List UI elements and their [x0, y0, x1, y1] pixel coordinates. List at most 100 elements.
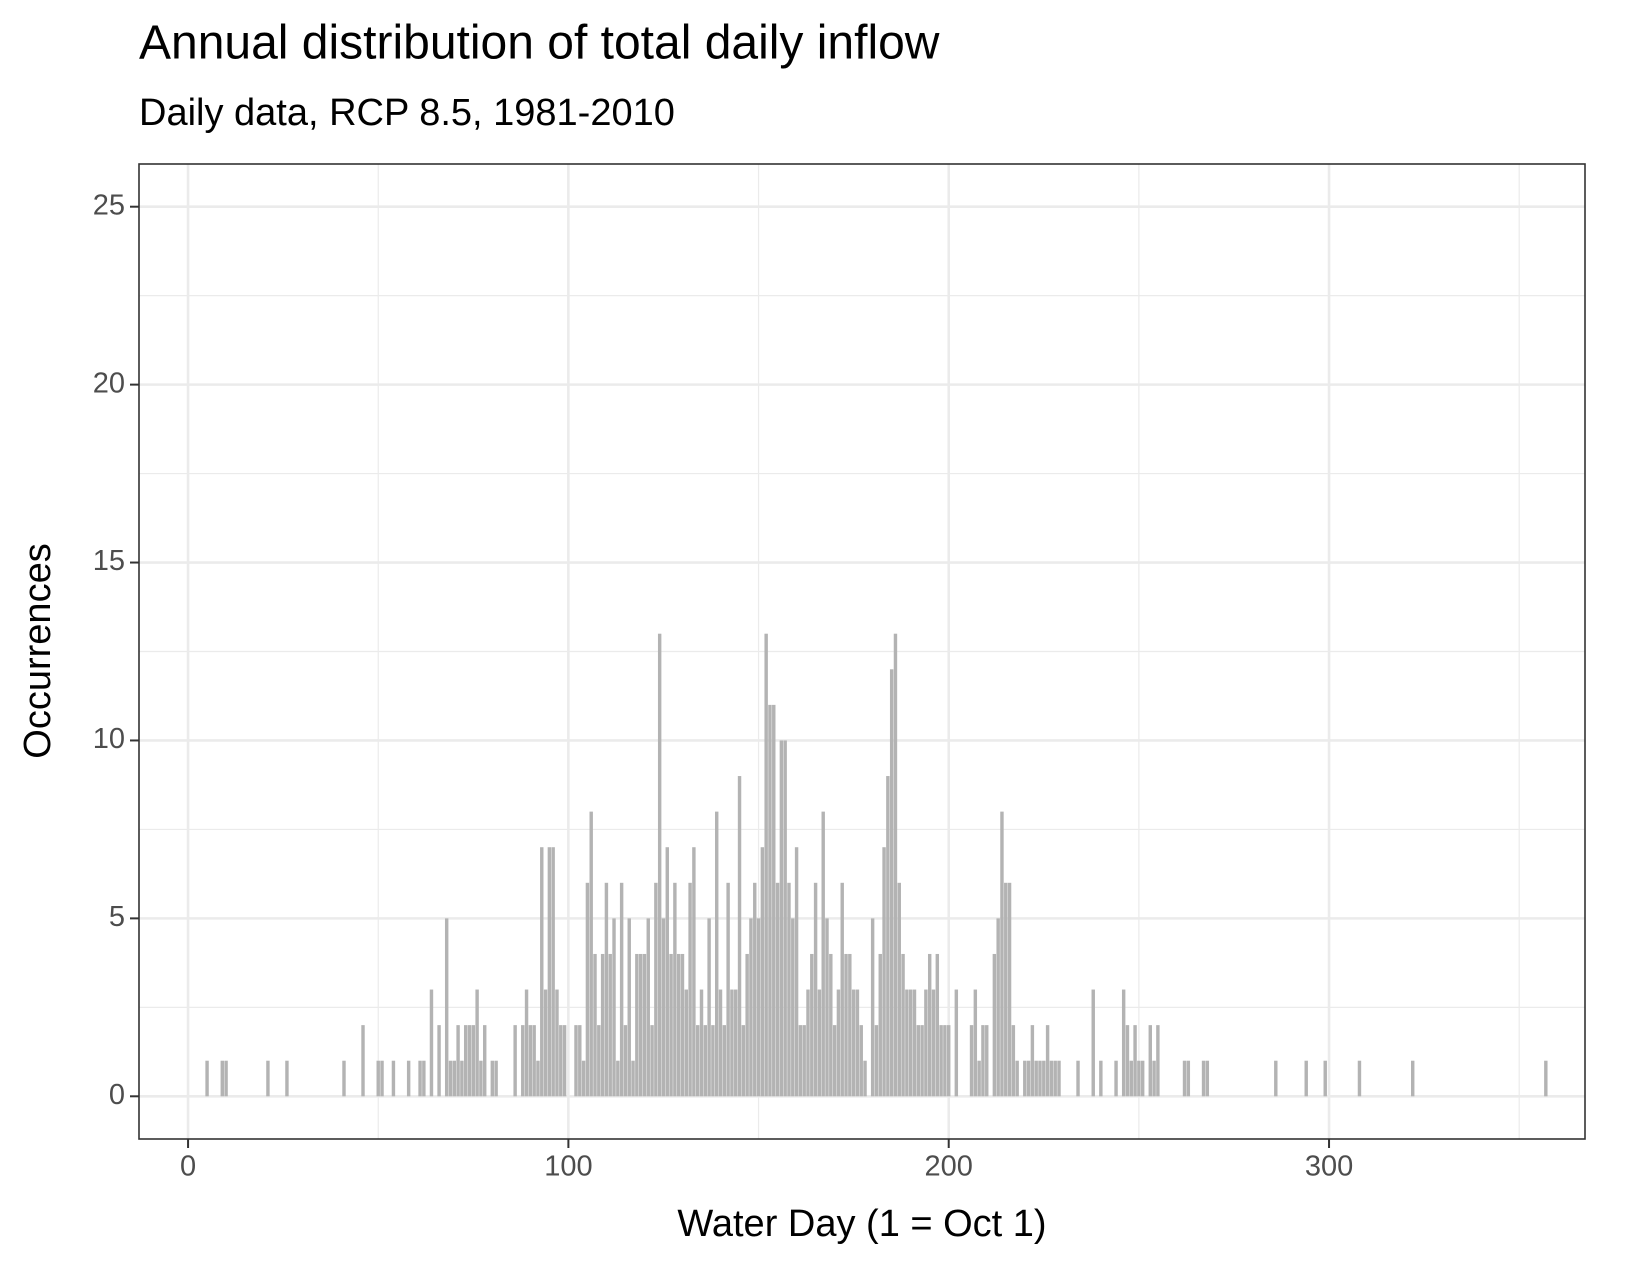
bar [391, 1060, 396, 1097]
bar [1114, 1060, 1118, 1097]
bar [810, 953, 814, 1097]
bar [1030, 1025, 1035, 1097]
bar [285, 1060, 289, 1097]
bar [726, 882, 730, 1097]
bar [608, 953, 612, 1097]
bar [973, 989, 978, 1097]
bar [1357, 1060, 1362, 1097]
bar [422, 1060, 426, 1097]
bar [1304, 1060, 1308, 1097]
bar [722, 1025, 727, 1097]
bar [874, 1025, 879, 1097]
bar [562, 1025, 567, 1097]
bar [418, 1060, 422, 1097]
bar [863, 1060, 867, 1097]
bar [669, 953, 673, 1097]
bar [791, 918, 795, 1097]
bar [467, 1025, 472, 1097]
bar [745, 953, 749, 1097]
bar [448, 1060, 453, 1097]
chart-subtitle: Daily data, RCP 8.5, 1981-2010 [139, 92, 675, 134]
bar [924, 989, 928, 1097]
bar [821, 811, 825, 1097]
bar [798, 1025, 803, 1097]
bar [483, 1025, 487, 1097]
bar [851, 989, 856, 1097]
x-tick-label: 200 [925, 1151, 973, 1183]
bar [1023, 1060, 1027, 1097]
bar [680, 953, 685, 1097]
bar [547, 847, 552, 1097]
bar [848, 953, 852, 1097]
y-axis-label: Occurrences [17, 543, 59, 758]
bar [992, 953, 997, 1097]
bar [768, 704, 772, 1097]
bar [437, 1025, 441, 1097]
bar [627, 918, 631, 1097]
bar [676, 953, 681, 1097]
bar [794, 847, 799, 1097]
y-tick-label: 5 [109, 901, 125, 933]
bar [406, 1060, 411, 1097]
bar [1026, 1060, 1031, 1097]
x-axis-label: Water Day (1 = Oct 1) [677, 1203, 1046, 1245]
bar [654, 882, 658, 1097]
bar [1137, 1060, 1141, 1097]
bar [695, 1025, 700, 1097]
bar [684, 989, 689, 1097]
bar [897, 882, 901, 1097]
bar [840, 882, 844, 1097]
bar [836, 989, 841, 1097]
bar [1091, 989, 1095, 1097]
bar [479, 1060, 483, 1097]
bar [908, 989, 913, 1097]
bar [1049, 1060, 1054, 1097]
bar [623, 1025, 628, 1097]
bar [521, 1025, 525, 1097]
bar [646, 918, 650, 1097]
bar [597, 1025, 601, 1097]
bar [612, 918, 616, 1097]
bar [1000, 811, 1004, 1097]
bar [376, 1060, 380, 1097]
bar [916, 1025, 920, 1097]
bar [878, 953, 882, 1097]
bar [1099, 1060, 1103, 1097]
bar [1274, 1060, 1278, 1097]
bar [772, 704, 776, 1097]
y-tick-label: 25 [93, 189, 125, 221]
bar [829, 953, 833, 1097]
bar [893, 633, 898, 1097]
bar [981, 1025, 985, 1097]
bar [342, 1060, 346, 1097]
bar [642, 953, 647, 1097]
bar [935, 953, 940, 1097]
bar [1015, 1060, 1019, 1097]
panel-border [138, 163, 1586, 1140]
bar [673, 882, 677, 1097]
bar [905, 989, 909, 1097]
bar [832, 1025, 837, 1097]
x-tick-label: 300 [1305, 1151, 1353, 1183]
bar [604, 882, 609, 1097]
bar [224, 1060, 228, 1097]
bar [471, 1025, 476, 1097]
bar [1007, 882, 1012, 1097]
bar [859, 1025, 863, 1097]
bar [760, 847, 765, 1097]
bar [532, 1025, 536, 1097]
bar [380, 1060, 384, 1097]
bar [524, 989, 529, 1097]
bar [555, 989, 559, 1097]
bar [882, 847, 886, 1097]
x-tick-label: 100 [544, 1151, 592, 1183]
y-tick-label: 0 [109, 1079, 125, 1111]
bar [901, 953, 905, 1097]
bar [616, 1060, 620, 1097]
bar [741, 1025, 746, 1097]
bar [1042, 1060, 1046, 1097]
bar [737, 776, 742, 1097]
bar [870, 918, 875, 1097]
bar [460, 1060, 464, 1097]
bar [600, 953, 605, 1097]
